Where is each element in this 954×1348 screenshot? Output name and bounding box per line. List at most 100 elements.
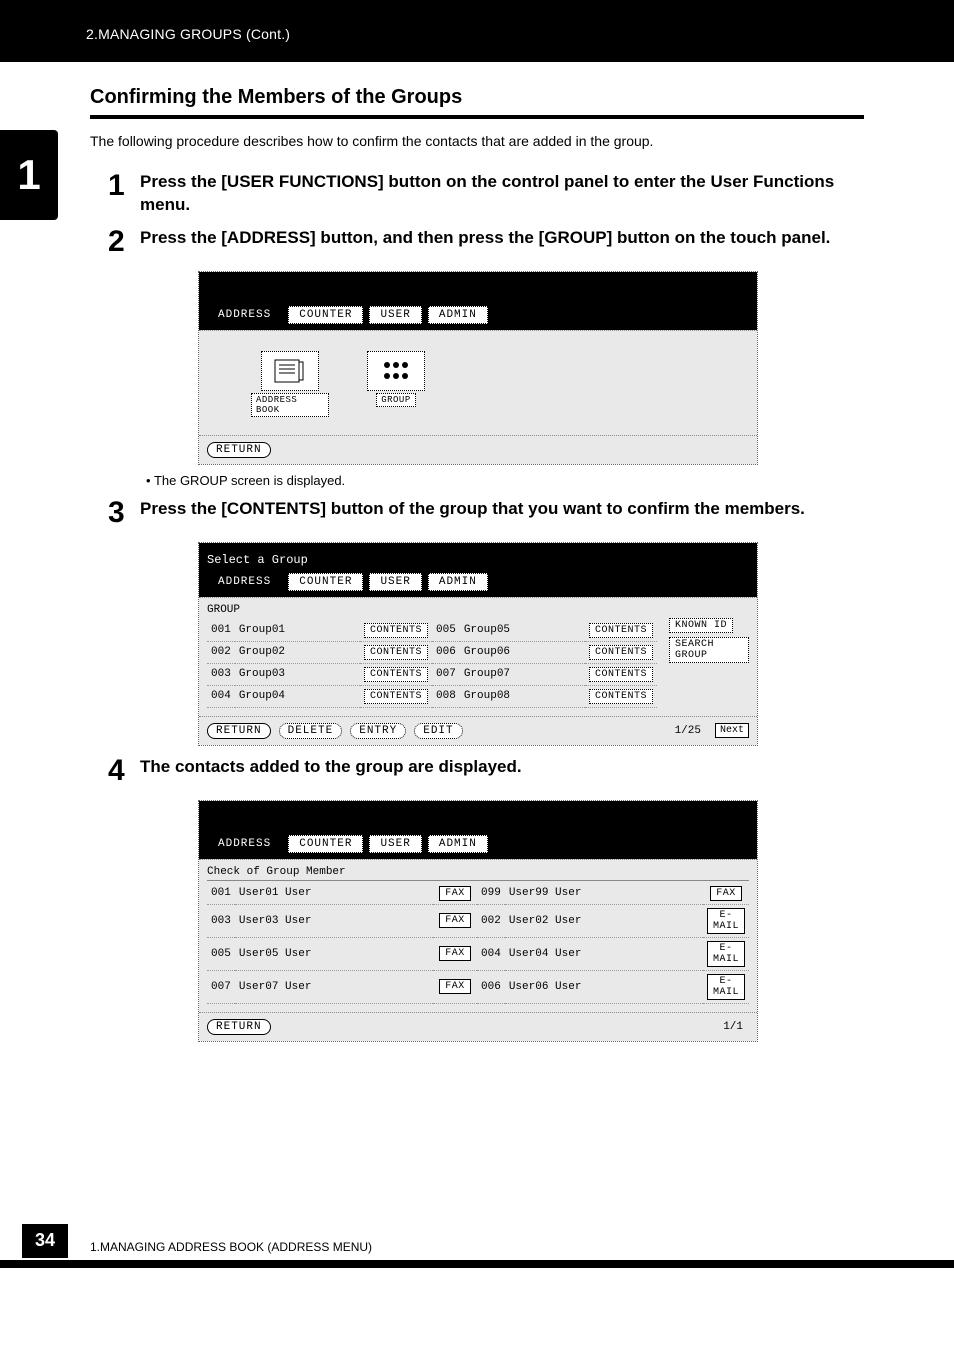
tab-user[interactable]: USER [369, 835, 421, 853]
page-counter: 1/1 [723, 1021, 749, 1033]
tab-counter[interactable]: COUNTER [288, 835, 363, 853]
tab-address[interactable]: ADDRESS [207, 835, 282, 853]
header-bar: 2.MANAGING GROUPS (Cont.) [0, 0, 954, 62]
step-number: 1 [108, 171, 140, 201]
row-name: User99 User [505, 883, 703, 905]
page-number-badge: 34 [22, 1224, 68, 1258]
table-row[interactable]: 004 Group04 CONTENTS 008 Group08 CONTENT… [207, 685, 657, 707]
row-name: Group04 [235, 685, 360, 707]
row-name: User04 User [505, 937, 703, 970]
known-id-button[interactable]: KNOWN ID [669, 618, 733, 633]
lcd2-section-label: GROUP [207, 604, 657, 616]
row-index: 006 [432, 641, 460, 663]
contents-button[interactable]: CONTENTS [589, 623, 653, 638]
lcd3-subheader: Check of Group Member [207, 866, 749, 881]
footer-bar: 34 1.MANAGING ADDRESS BOOK (ADDRESS MENU… [0, 1222, 954, 1268]
row-index: 007 [432, 663, 460, 685]
table-row[interactable]: 001 Group01 CONTENTS 005 Group05 CONTENT… [207, 620, 657, 642]
section-rule [90, 115, 864, 119]
return-button[interactable]: RETURN [207, 723, 271, 739]
type-badge: FAX [710, 886, 742, 901]
lcd-screen-1: ADDRESS COUNTER USER ADMIN [198, 271, 758, 465]
row-name: User05 User [235, 937, 433, 970]
address-book-icon [269, 356, 311, 386]
lcd2-gray-area: GROUP 001 Group01 CONTENTS 005 Group05 C… [199, 597, 757, 716]
row-name: Group07 [460, 663, 585, 685]
tab-address[interactable]: ADDRESS [207, 306, 282, 324]
row-name: User01 User [235, 883, 433, 905]
footer-strip [0, 1260, 954, 1268]
row-index: 004 [207, 685, 235, 707]
row-index: 099 [477, 883, 505, 905]
lcd2-title: Select a Group [207, 553, 749, 567]
section-title: Confirming the Members of the Groups [90, 86, 864, 109]
contents-button[interactable]: CONTENTS [364, 623, 428, 638]
chapter-number-badge: 1 [0, 130, 58, 220]
contents-button[interactable]: CONTENTS [589, 645, 653, 660]
lcd1-black-area: ADDRESS COUNTER USER ADMIN [199, 272, 757, 330]
contents-button[interactable]: CONTENTS [364, 645, 428, 660]
row-index: 004 [477, 937, 505, 970]
lcd1-tab-row: ADDRESS COUNTER USER ADMIN [207, 306, 749, 324]
contents-button[interactable]: CONTENTS [589, 689, 653, 704]
contents-button[interactable]: CONTENTS [589, 667, 653, 682]
step-1: 1 Press the [USER FUNCTIONS] button on t… [108, 171, 864, 217]
row-index: 005 [432, 620, 460, 642]
table-row[interactable]: 002 Group02 CONTENTS 006 Group06 CONTENT… [207, 641, 657, 663]
row-index: 005 [207, 937, 235, 970]
step-title: Press the [ADDRESS] button, and then pre… [140, 227, 864, 250]
step-number: 4 [108, 756, 140, 786]
table-row[interactable]: 003 Group03 CONTENTS 007 Group07 CONTENT… [207, 663, 657, 685]
type-badge: FAX [439, 979, 471, 994]
row-index: 007 [207, 970, 235, 1003]
tab-user[interactable]: USER [369, 306, 421, 324]
row-name: User06 User [505, 970, 703, 1003]
tab-counter[interactable]: COUNTER [288, 306, 363, 324]
lcd3-gray-area: Check of Group Member 001 User01 User FA… [199, 859, 757, 1012]
row-name: User03 User [235, 904, 433, 937]
row-name: User07 User [235, 970, 433, 1003]
type-badge: FAX [439, 913, 471, 928]
tab-admin[interactable]: ADMIN [428, 835, 488, 853]
footer-text: 1.MANAGING ADDRESS BOOK (ADDRESS MENU) [90, 1240, 372, 1254]
row-index: 008 [432, 685, 460, 707]
address-book-label: ADDRESS BOOK [251, 393, 329, 417]
members-table: 001 User01 User FAX 099 User99 User FAX … [207, 883, 749, 1004]
next-button[interactable]: Next [715, 723, 749, 738]
table-row: 007 User07 User FAX 006 User06 User E-MA… [207, 970, 749, 1003]
lcd1-footer: RETURN [199, 435, 757, 464]
return-button[interactable]: RETURN [207, 442, 271, 458]
tab-address[interactable]: ADDRESS [207, 573, 282, 591]
step-3: 3 Press the [CONTENTS] button of the gro… [108, 498, 864, 528]
step-title: Press the [CONTENTS] button of the group… [140, 498, 864, 521]
row-name: User02 User [505, 904, 703, 937]
lcd2-side-column: KNOWN ID SEARCH GROUP [663, 604, 749, 708]
tab-admin[interactable]: ADMIN [428, 306, 488, 324]
row-name: Group01 [235, 620, 360, 642]
return-button[interactable]: RETURN [207, 1019, 271, 1035]
contents-button[interactable]: CONTENTS [364, 667, 428, 682]
delete-button[interactable]: DELETE [279, 723, 343, 739]
group-button[interactable]: GROUP [357, 351, 435, 417]
step-2: 2 Press the [ADDRESS] button, and then p… [108, 227, 864, 257]
search-group-button[interactable]: SEARCH GROUP [669, 637, 749, 663]
page-counter: 1/25 [675, 725, 707, 737]
contents-button[interactable]: CONTENTS [364, 689, 428, 704]
entry-button[interactable]: ENTRY [350, 723, 406, 739]
table-row: 005 User05 User FAX 004 User04 User E-MA… [207, 937, 749, 970]
type-badge: FAX [439, 946, 471, 961]
tab-user[interactable]: USER [369, 573, 421, 591]
type-badge: E-MAIL [707, 908, 745, 934]
row-index: 001 [207, 620, 235, 642]
tab-counter[interactable]: COUNTER [288, 573, 363, 591]
tab-admin[interactable]: ADMIN [428, 573, 488, 591]
address-book-button[interactable]: ADDRESS BOOK [251, 351, 329, 417]
lcd2-tab-row: ADDRESS COUNTER USER ADMIN [207, 573, 749, 591]
step-title: Press the [USER FUNCTIONS] button on the… [140, 171, 864, 217]
type-badge: E-MAIL [707, 974, 745, 1000]
group-table: 001 Group01 CONTENTS 005 Group05 CONTENT… [207, 620, 657, 708]
row-index: 002 [477, 904, 505, 937]
edit-button[interactable]: EDIT [414, 723, 462, 739]
step-title: The contacts added to the group are disp… [140, 756, 864, 779]
lcd3-tab-row: ADDRESS COUNTER USER ADMIN [207, 835, 749, 853]
